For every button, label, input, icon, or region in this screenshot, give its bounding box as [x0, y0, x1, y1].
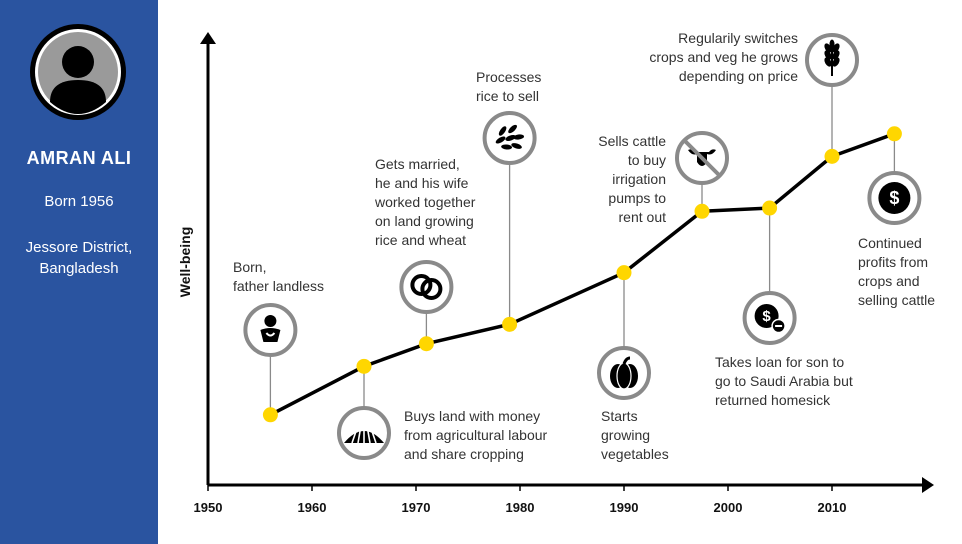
profile-sidebar: AMRAN ALI Born 1956 Jessore District, Ba… — [0, 0, 158, 544]
annotation-born: Born, father landless — [233, 259, 325, 294]
no-cattle-icon — [675, 131, 729, 185]
data-points — [262, 126, 902, 423]
chart-axes — [200, 32, 934, 493]
rice-icon — [482, 111, 537, 165]
y-axis-arrow — [200, 32, 216, 44]
x-tick-label: 2000 — [714, 500, 743, 515]
loan-icon: $ — [742, 291, 797, 345]
x-axis-arrow — [922, 477, 934, 493]
field-icon — [337, 406, 391, 460]
pumpkin-icon — [597, 346, 651, 400]
annotation-profits: Continued profits from crops and selling… — [858, 235, 936, 308]
data-point — [694, 203, 710, 219]
location: Jessore District, Bangladesh — [25, 239, 133, 277]
x-tick-label: 1990 — [610, 500, 639, 515]
event-icons: $$ — [243, 33, 922, 460]
x-tick-label: 2010 — [818, 500, 847, 515]
person-name: AMRAN ALI — [26, 148, 132, 168]
data-point — [762, 200, 778, 216]
x-ticks: 1950 1960 1970 1980 1990 2000 2010 — [194, 485, 847, 515]
x-tick-label: 1980 — [506, 500, 535, 515]
x-tick-label: 1960 — [298, 500, 327, 515]
dollar-icon: $ — [867, 171, 922, 225]
annotation-switches-crops: Regularily switches crops and veg he gro… — [649, 30, 798, 84]
birth-year: Born 1956 — [44, 193, 114, 210]
annotation-processes-rice: Processes rice to sell — [476, 69, 542, 104]
rings-icon — [399, 260, 454, 314]
data-point — [262, 407, 278, 423]
data-point — [502, 316, 518, 332]
person-avatar-icon — [30, 24, 126, 120]
data-point — [356, 358, 372, 374]
data-point — [824, 148, 840, 164]
svg-text:$: $ — [762, 308, 771, 325]
wheat-icon — [805, 33, 859, 87]
y-axis-label: Well-being — [177, 226, 193, 298]
data-point — [616, 265, 632, 281]
annotation-sells-cattle: Sells cattle to buy irrigation pumps to … — [598, 133, 666, 225]
annotation-vegetables: Starts growing vegetables — [601, 408, 669, 462]
x-tick-label: 1950 — [194, 500, 223, 515]
data-point — [418, 336, 434, 352]
annotation-buys-land: Buys land with money from agricultural l… — [404, 408, 548, 462]
svg-text:$: $ — [889, 188, 899, 208]
baby-icon — [243, 303, 298, 357]
data-point — [886, 126, 902, 142]
x-tick-label: 1970 — [402, 500, 431, 515]
annotation-loan: Takes loan for son to go to Saudi Arabia… — [715, 354, 853, 408]
annotation-married: Gets married, he and his wife worked tog… — [375, 156, 476, 248]
